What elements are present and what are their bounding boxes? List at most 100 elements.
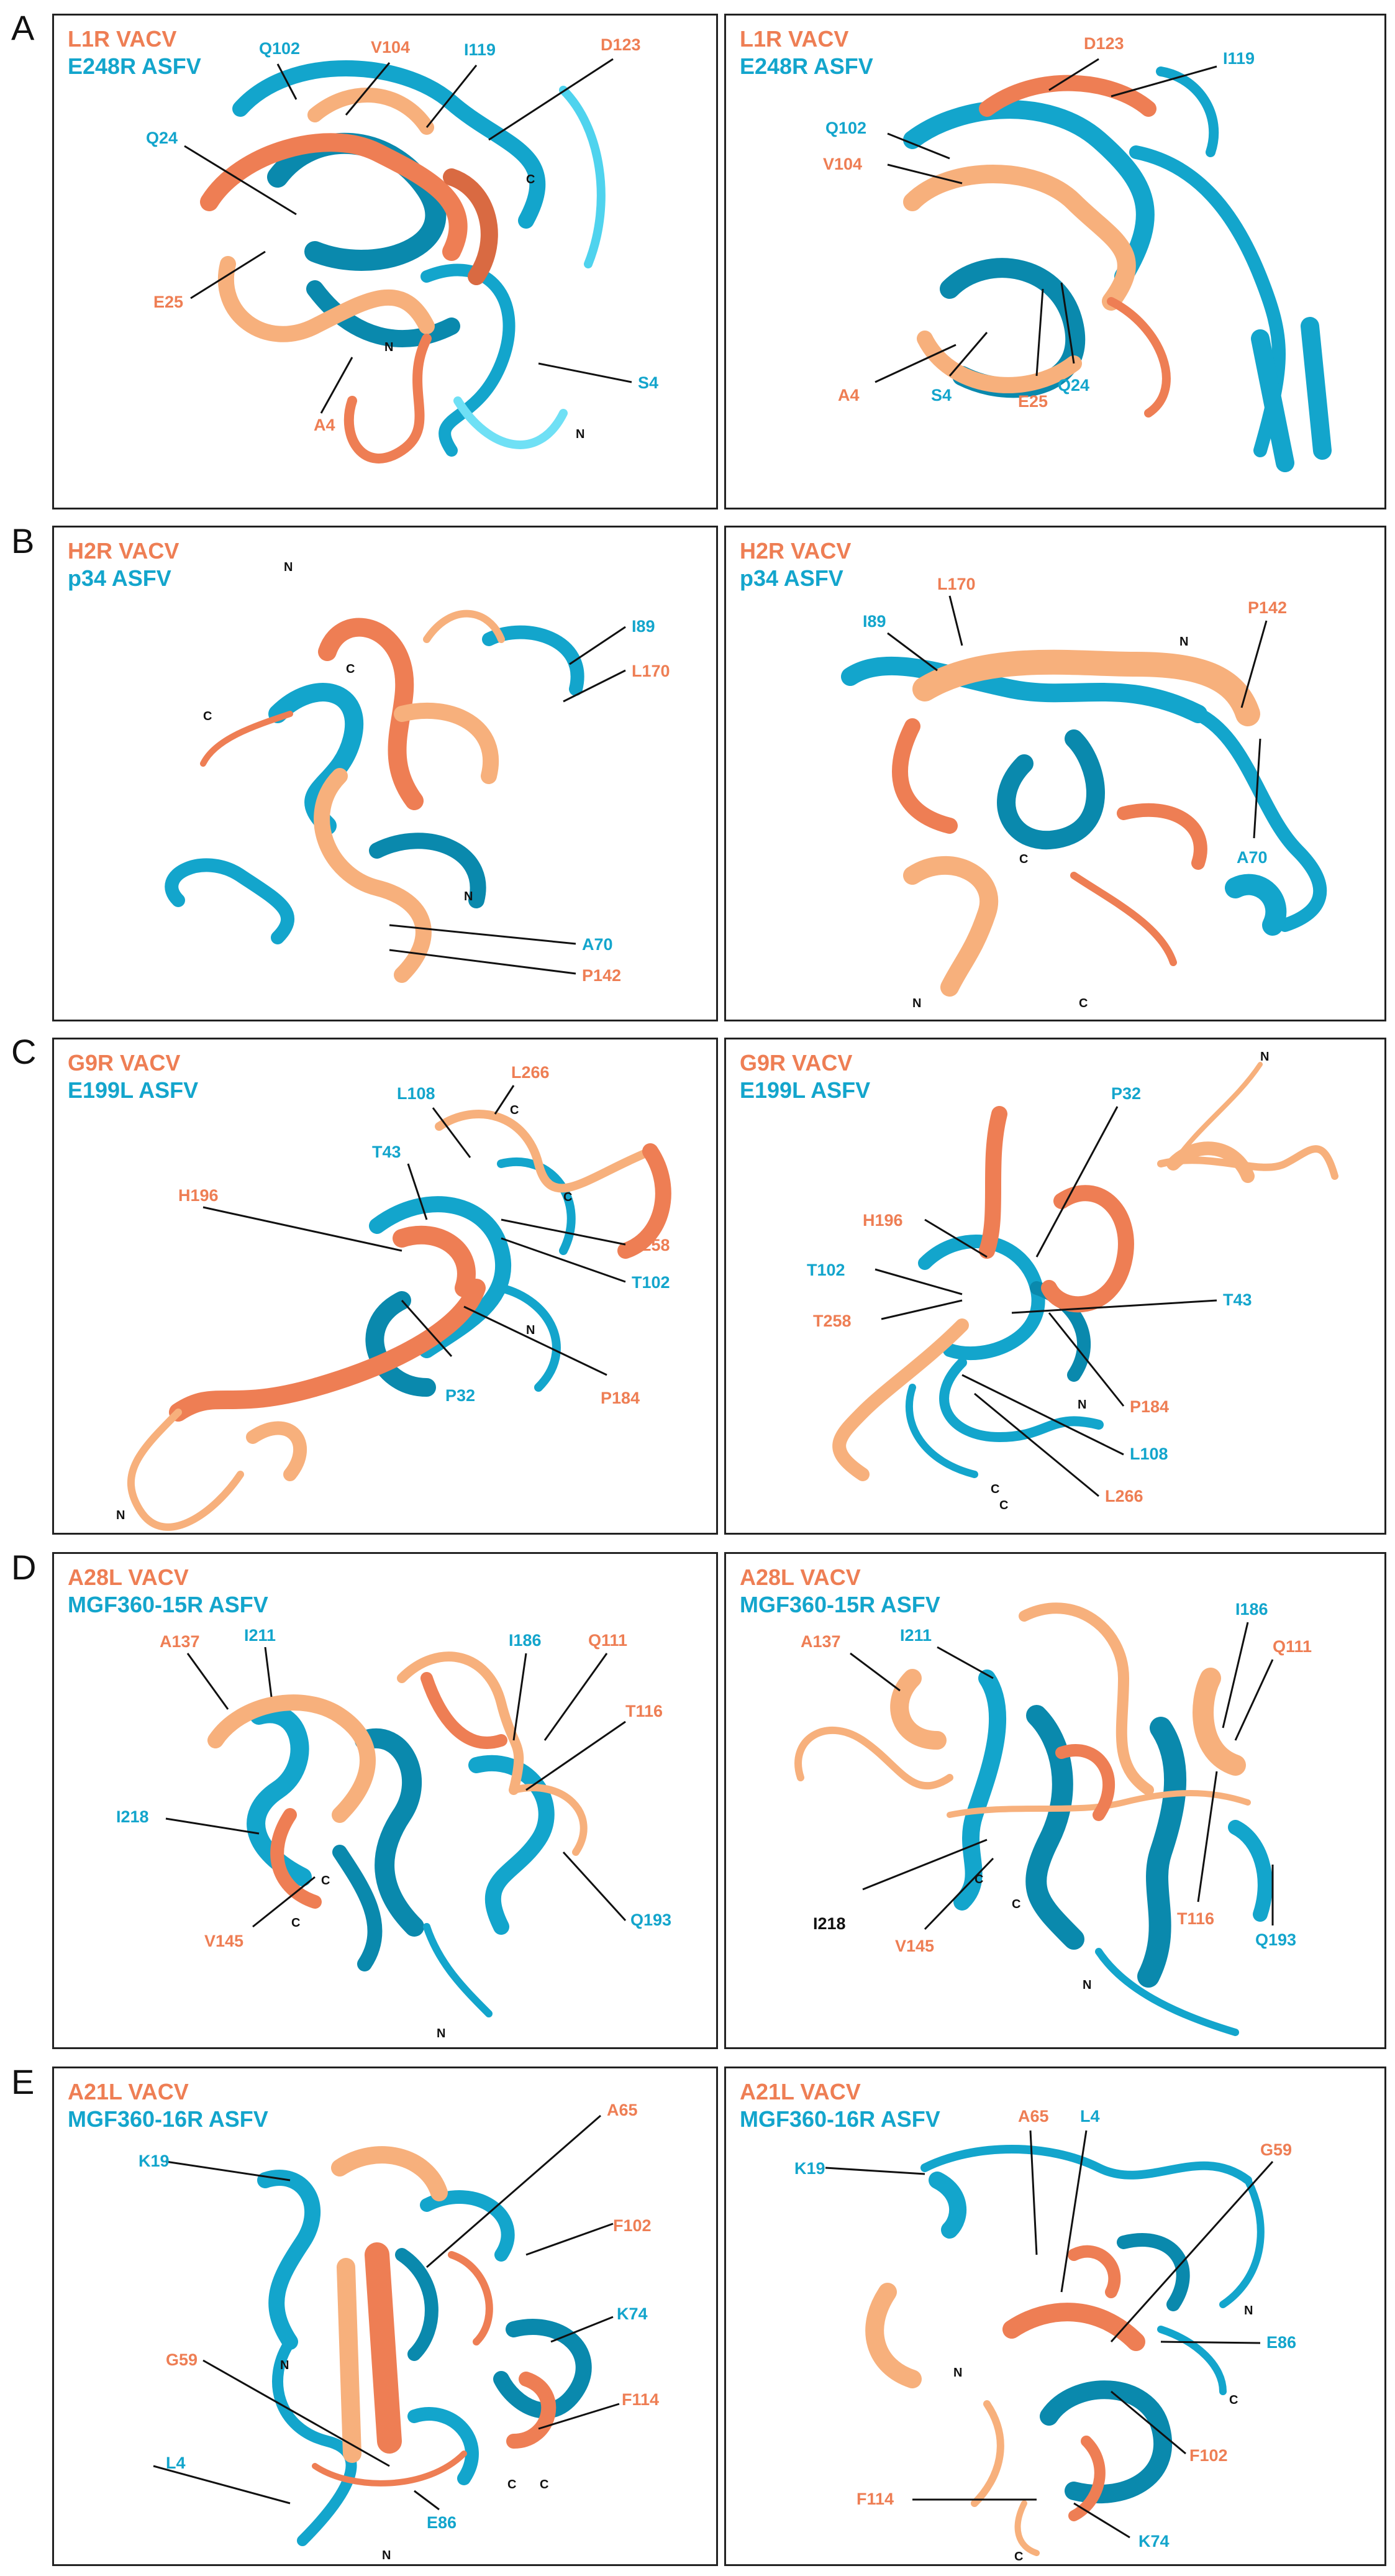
- asfv-protein-label: MGF360-16R ASFV: [68, 2106, 268, 2132]
- terminus-label: C: [975, 1873, 983, 1886]
- asfv-protein-label: E199L ASFV: [68, 1077, 199, 1103]
- structure-overlay: P32 H196 T102 T43 T258 P184 L108 L266 N …: [807, 1050, 1338, 1512]
- terminus-label: C: [1012, 1898, 1020, 1911]
- terminus-label: C: [991, 1482, 999, 1496]
- terminus-label: C: [563, 1190, 572, 1204]
- residue-label: V145: [895, 1937, 934, 1955]
- asfv-structure: [841, 656, 1327, 936]
- asfv-structure: [165, 625, 584, 944]
- vacv-structure: [832, 1062, 1338, 1481]
- terminus-label: C: [507, 2478, 516, 2492]
- residue-label: L266: [511, 1063, 550, 1082]
- row-letter-e: E: [11, 2062, 35, 2101]
- terminus-label: N: [464, 890, 473, 903]
- residue-label: I119: [1223, 49, 1255, 68]
- residue-leaders: [165, 1647, 627, 1928]
- residue-label: L266: [1105, 1487, 1143, 1505]
- vacv-protein-label: L1R VACV: [740, 26, 849, 52]
- structure-overlay: I89 L170 A70 P142 N C C N: [165, 560, 670, 985]
- residue-label: P142: [1248, 598, 1287, 617]
- residue-label: H196: [863, 1211, 903, 1230]
- residue-label: T102: [632, 1273, 670, 1292]
- panel-c-left: G9R VACV E199L ASFV L108 L: [52, 1038, 718, 1535]
- asfv-structure: [906, 1235, 1104, 1478]
- residue-label: Q102: [825, 119, 866, 137]
- residue-label: A70: [582, 935, 613, 954]
- asfv-protein-label: p34 ASFV: [68, 565, 171, 591]
- residue-label: Q111: [1273, 1637, 1312, 1656]
- terminus-label: N: [1083, 1978, 1091, 1992]
- terminus-label: C: [1014, 2550, 1023, 2564]
- residue-label: V104: [371, 38, 410, 57]
- terminus-label: C: [291, 1916, 300, 1930]
- residue-label: T116: [625, 1702, 663, 1720]
- residue-label: G59: [166, 2350, 198, 2369]
- panel-title: L1R VACV E248R ASFV: [740, 25, 873, 80]
- residue-label: I218: [813, 1914, 846, 1933]
- residue-label: F102: [613, 2216, 652, 2235]
- residue-label: E86: [1266, 2333, 1296, 2352]
- panel-a-right: L1R VACV E248R ASFV D123 I: [724, 14, 1386, 509]
- structure-overlay: L108 L266 T43 H196 T258 T102 P184 P32 C …: [116, 1063, 671, 1531]
- row-letter-c: C: [11, 1032, 37, 1071]
- terminus-label: C: [510, 1103, 519, 1117]
- residue-label: T43: [1223, 1290, 1252, 1309]
- residue-label: T43: [372, 1143, 401, 1161]
- terminus-label: N: [280, 2359, 289, 2372]
- residue-label: D123: [1084, 34, 1124, 53]
- residue-label: I211: [244, 1626, 276, 1645]
- residue-label: I186: [509, 1631, 542, 1650]
- panel-title: G9R VACV E199L ASFV: [740, 1049, 870, 1104]
- residue-label: T258: [813, 1312, 852, 1330]
- asfv-protein-label: E248R ASFV: [740, 53, 873, 79]
- terminus-label: C: [1079, 997, 1088, 1010]
- panel-title: L1R VACV E248R ASFV: [68, 25, 201, 80]
- residue-label: S4: [931, 386, 952, 404]
- residue-label: K19: [794, 2159, 825, 2178]
- asfv-structure: [920, 2145, 1265, 2504]
- residue-label: F114: [622, 2390, 659, 2409]
- residue-label: A4: [838, 386, 860, 404]
- residue-label: P184: [601, 1389, 640, 1407]
- structure-overlay: I186 Q111 A137 I211 I218 V145 T116 Q193 …: [794, 1600, 1312, 2036]
- residue-label: T258: [632, 1236, 670, 1254]
- residue-leaders: [202, 1085, 626, 1376]
- structure-overlay: A65 K19 F102 K74 G59 F114 L4 E86 N C C N: [139, 2101, 659, 2562]
- residue-label: V145: [204, 1932, 243, 1950]
- terminus-label: N: [953, 2366, 962, 2380]
- vacv-protein-label: H2R VACV: [740, 538, 852, 564]
- terminus-label: N: [1179, 635, 1188, 649]
- vacv-protein-label: A21L VACV: [740, 2079, 861, 2104]
- residue-label: A65: [607, 2101, 638, 2119]
- asfv-structure: [257, 2170, 592, 2546]
- residue-label: P32: [445, 1386, 475, 1405]
- panel-title: A28L VACV MGF360-15R ASFV: [740, 1564, 940, 1619]
- vacv-structure: [865, 2245, 1145, 2556]
- terminus-label: N: [116, 1509, 125, 1522]
- structure-overlay: A65 L4 K19 G59 E86 F114 K74 F102 N N C C: [794, 2107, 1296, 2564]
- residue-label: K74: [1138, 2532, 1170, 2551]
- vacv-protein-label: L1R VACV: [68, 26, 177, 52]
- residue-label: E25: [1018, 392, 1048, 411]
- residue-label: Q193: [630, 1911, 671, 1929]
- residue-label: Q193: [1255, 1930, 1296, 1949]
- vacv-structure: [127, 1110, 671, 1531]
- residue-label: K74: [617, 2304, 648, 2323]
- residue-label: I218: [116, 1807, 149, 1826]
- residue-label: P142: [582, 966, 621, 985]
- residue-label: Q24: [146, 129, 178, 147]
- residue-label: L4: [166, 2454, 186, 2472]
- terminus-label: N: [1078, 1398, 1086, 1412]
- residue-label: A65: [1018, 2107, 1049, 2126]
- panel-e-right: A21L VACV MGF360-16R ASFV: [724, 2067, 1386, 2566]
- asfv-structure: [247, 1704, 555, 2017]
- residue-label: V104: [823, 155, 862, 173]
- residue-label: H196: [178, 1186, 219, 1205]
- terminus-label: N: [284, 560, 293, 574]
- residue-leaders: [887, 595, 1268, 839]
- terminus-label: C: [203, 710, 212, 723]
- asfv-protein-label: E248R ASFV: [68, 53, 201, 79]
- terminus-label: N: [384, 340, 393, 354]
- residue-label: T116: [1177, 1909, 1214, 1928]
- terminus-label: N: [576, 427, 584, 441]
